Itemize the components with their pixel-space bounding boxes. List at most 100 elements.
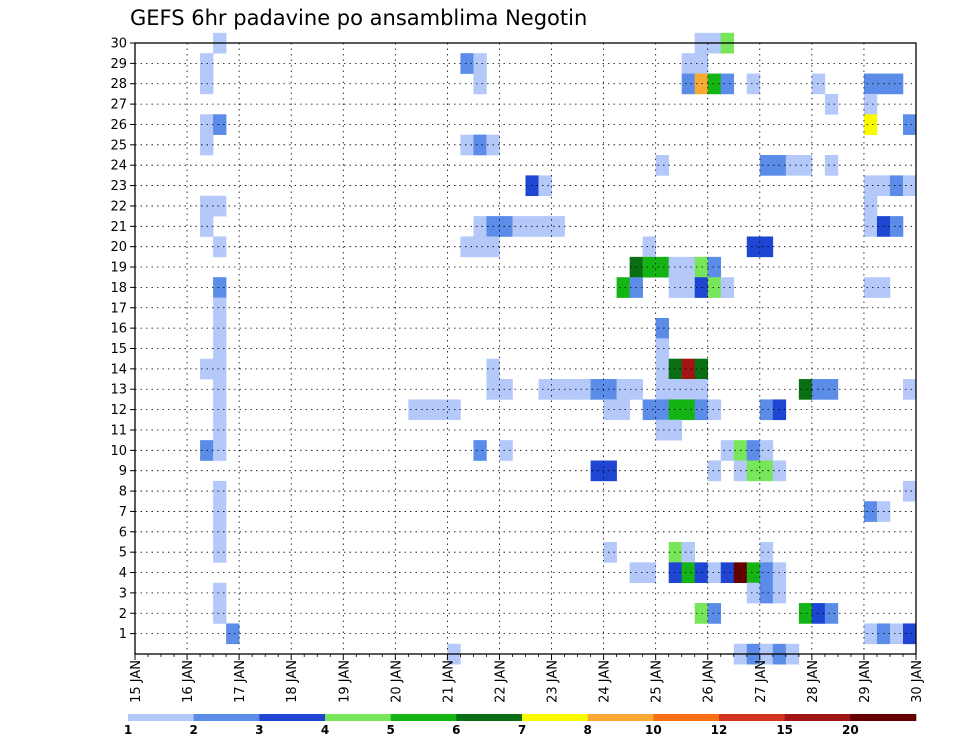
precip-cell bbox=[863, 73, 878, 95]
precip-cell bbox=[863, 175, 878, 197]
x-tick-label: 24 JAN bbox=[598, 660, 613, 703]
y-tick-label: 20 bbox=[110, 240, 127, 255]
precip-cell bbox=[824, 603, 839, 624]
x-tick-label: 15 JAN bbox=[129, 660, 144, 703]
precip-cell bbox=[889, 175, 904, 197]
y-tick-label: 13 bbox=[110, 383, 127, 398]
precip-cell bbox=[473, 440, 487, 461]
precip-cell bbox=[655, 155, 669, 176]
precip-cell bbox=[538, 379, 552, 400]
color-legend: 1 2 3 4 5 6 7 8 10 12 15 20 bbox=[124, 714, 917, 737]
precip-cell bbox=[603, 541, 617, 563]
y-tick-label: 1 bbox=[119, 627, 127, 642]
precip-cell bbox=[655, 419, 669, 441]
precip-cell bbox=[785, 155, 800, 176]
precip-cell bbox=[798, 603, 813, 624]
legend-label: 8 bbox=[583, 723, 591, 737]
x-tick-label: 28 JAN bbox=[806, 660, 821, 703]
precip-cell bbox=[681, 541, 696, 563]
precip-cell bbox=[902, 480, 917, 502]
legend-label: 10 bbox=[645, 723, 662, 737]
precip-cell bbox=[655, 358, 669, 380]
y-tick-label: 9 bbox=[119, 464, 127, 479]
precip-cell bbox=[694, 399, 709, 421]
y-tick-label: 18 bbox=[110, 281, 127, 296]
precip-cell bbox=[655, 399, 669, 421]
precip-cell bbox=[798, 155, 813, 176]
legend-swatch bbox=[128, 714, 194, 721]
legend-label: 20 bbox=[842, 723, 859, 737]
x-tick-label: 25 JAN bbox=[650, 660, 665, 703]
precip-cell bbox=[681, 256, 696, 278]
precip-cell bbox=[681, 399, 696, 421]
precip-cell bbox=[460, 53, 474, 74]
y-tick-label: 29 bbox=[110, 57, 127, 72]
y-tick-label: 8 bbox=[119, 485, 127, 500]
precip-cell bbox=[863, 114, 878, 135]
precip-cell bbox=[681, 277, 696, 298]
precip-cell bbox=[213, 317, 227, 339]
precip-cell bbox=[746, 440, 761, 461]
grid-layer bbox=[135, 43, 916, 654]
precip-cell bbox=[213, 277, 227, 298]
precip-cell bbox=[694, 73, 709, 95]
precip-cell bbox=[759, 541, 774, 563]
precip-cell bbox=[798, 379, 813, 400]
y-tick-label: 16 bbox=[110, 322, 127, 337]
precip-cell bbox=[421, 399, 435, 421]
legend-swatch bbox=[850, 714, 917, 721]
precip-cell bbox=[681, 562, 696, 584]
precip-cell bbox=[889, 623, 904, 645]
x-tick-label: 19 JAN bbox=[337, 660, 352, 703]
precip-cell bbox=[811, 73, 826, 95]
y-tick-label: 3 bbox=[119, 586, 127, 601]
precip-cell bbox=[811, 379, 826, 400]
precip-cell bbox=[616, 277, 630, 298]
precip-cell bbox=[655, 338, 669, 359]
precip-cell bbox=[655, 379, 669, 400]
precip-cell bbox=[902, 114, 917, 135]
y-tick-label: 30 bbox=[110, 37, 127, 52]
precip-cell bbox=[538, 216, 552, 237]
y-tick-label: 25 bbox=[110, 138, 127, 153]
precip-cell bbox=[551, 216, 565, 237]
precip-cell bbox=[889, 73, 904, 95]
precip-cell bbox=[902, 175, 917, 197]
precip-cell bbox=[213, 541, 227, 563]
precip-cell bbox=[746, 73, 761, 95]
precip-cell bbox=[759, 582, 774, 604]
legend-swatch bbox=[193, 714, 260, 721]
precip-cell bbox=[213, 501, 227, 522]
x-axis: 15 JAN 16 JAN 17 JAN 18 JAN 19 JAN 20 JAN 21 J… bbox=[129, 654, 925, 703]
precip-cell bbox=[551, 379, 565, 400]
precip-cell bbox=[616, 379, 630, 400]
precip-cell bbox=[759, 460, 774, 482]
precip-cell bbox=[863, 501, 878, 522]
precip-cell bbox=[707, 399, 722, 421]
precip-cell bbox=[863, 93, 878, 115]
y-tick-label: 26 bbox=[110, 118, 127, 133]
precip-cell bbox=[759, 562, 774, 584]
y-tick-label: 24 bbox=[110, 159, 127, 174]
precip-cell bbox=[642, 562, 656, 584]
precip-cell bbox=[642, 236, 656, 258]
precip-cell bbox=[642, 399, 656, 421]
precip-cell bbox=[863, 195, 878, 217]
y-tick-label: 5 bbox=[119, 546, 127, 561]
precip-cell bbox=[473, 134, 487, 156]
precip-cell bbox=[681, 358, 696, 380]
precip-cell bbox=[616, 399, 630, 421]
legend-label: 12 bbox=[711, 723, 728, 737]
precip-cell bbox=[759, 236, 774, 258]
precip-cell bbox=[213, 440, 227, 461]
y-tick-label: 28 bbox=[110, 77, 127, 92]
precip-cell bbox=[902, 379, 917, 400]
precip-cell bbox=[577, 379, 591, 400]
precip-cell bbox=[538, 175, 552, 197]
precip-cell bbox=[213, 338, 227, 359]
precip-cell bbox=[460, 134, 474, 156]
precip-cell bbox=[863, 623, 878, 645]
precip-cell bbox=[720, 73, 735, 95]
precip-cell bbox=[694, 379, 709, 400]
precip-cell bbox=[213, 521, 227, 543]
